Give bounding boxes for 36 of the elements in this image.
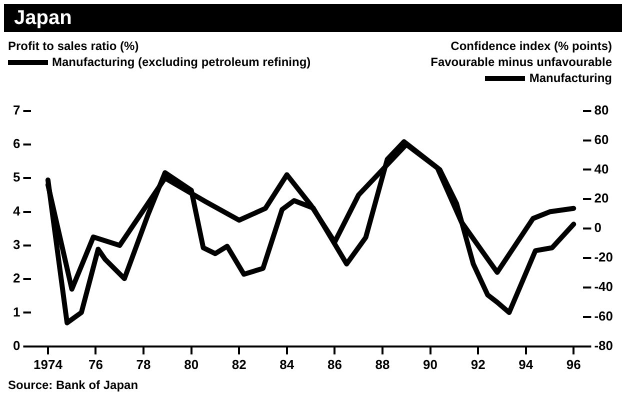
y2-tick-label: -60	[594, 308, 614, 324]
x-tick-label: 76	[88, 356, 103, 372]
x-tick-label: 96	[566, 356, 581, 372]
y2-tick-label: 20	[594, 190, 609, 206]
y2-tick-label: -40	[594, 279, 614, 294]
legend-label: Manufacturing (excluding petroleum refining)	[52, 55, 311, 69]
x-tick-label: 88	[375, 356, 390, 372]
y2-tick-label: -80	[594, 338, 614, 353]
y2-axis-title: Confidence index (% points)	[450, 38, 612, 54]
x-tick-label: 94	[518, 356, 534, 372]
y2-tick-label: 80	[594, 102, 609, 118]
x-tick-label: 78	[136, 356, 151, 372]
x-tick-label: 90	[423, 356, 438, 372]
x-tick-label: 86	[327, 356, 342, 372]
y2-tick-label: 60	[594, 132, 609, 147]
y-tick-label: 6	[12, 136, 20, 152]
y-tick-label: 5	[12, 170, 20, 185]
text: Favourable minus unfavourable	[430, 54, 612, 70]
chart-title: Japan	[4, 4, 622, 32]
y-tick-label: 2	[12, 270, 20, 286]
y-tick-label: 0	[12, 338, 20, 353]
y-axis-title: Profit to sales ratio (%)	[8, 38, 140, 54]
legend-label: Manufacturing	[529, 71, 612, 85]
y-tick-label: 7	[12, 102, 20, 118]
y-tick-label: 4	[12, 203, 21, 218]
x-tick-label: 84	[280, 356, 295, 372]
y2-tick-label: -20	[594, 250, 614, 265]
x-tick-label: 82	[232, 356, 246, 372]
x-tick-label: 1974	[33, 356, 64, 372]
y2-tick-label: 0	[594, 220, 602, 236]
x-tick-label: 80	[184, 356, 199, 372]
y-tick-label: 1	[12, 304, 20, 320]
source-note: Source: Bank of Japan	[8, 378, 138, 392]
x-tick-label: 92	[470, 356, 486, 372]
y2-tick-label: 40	[594, 161, 609, 176]
y-tick-label: 3	[12, 237, 20, 252]
